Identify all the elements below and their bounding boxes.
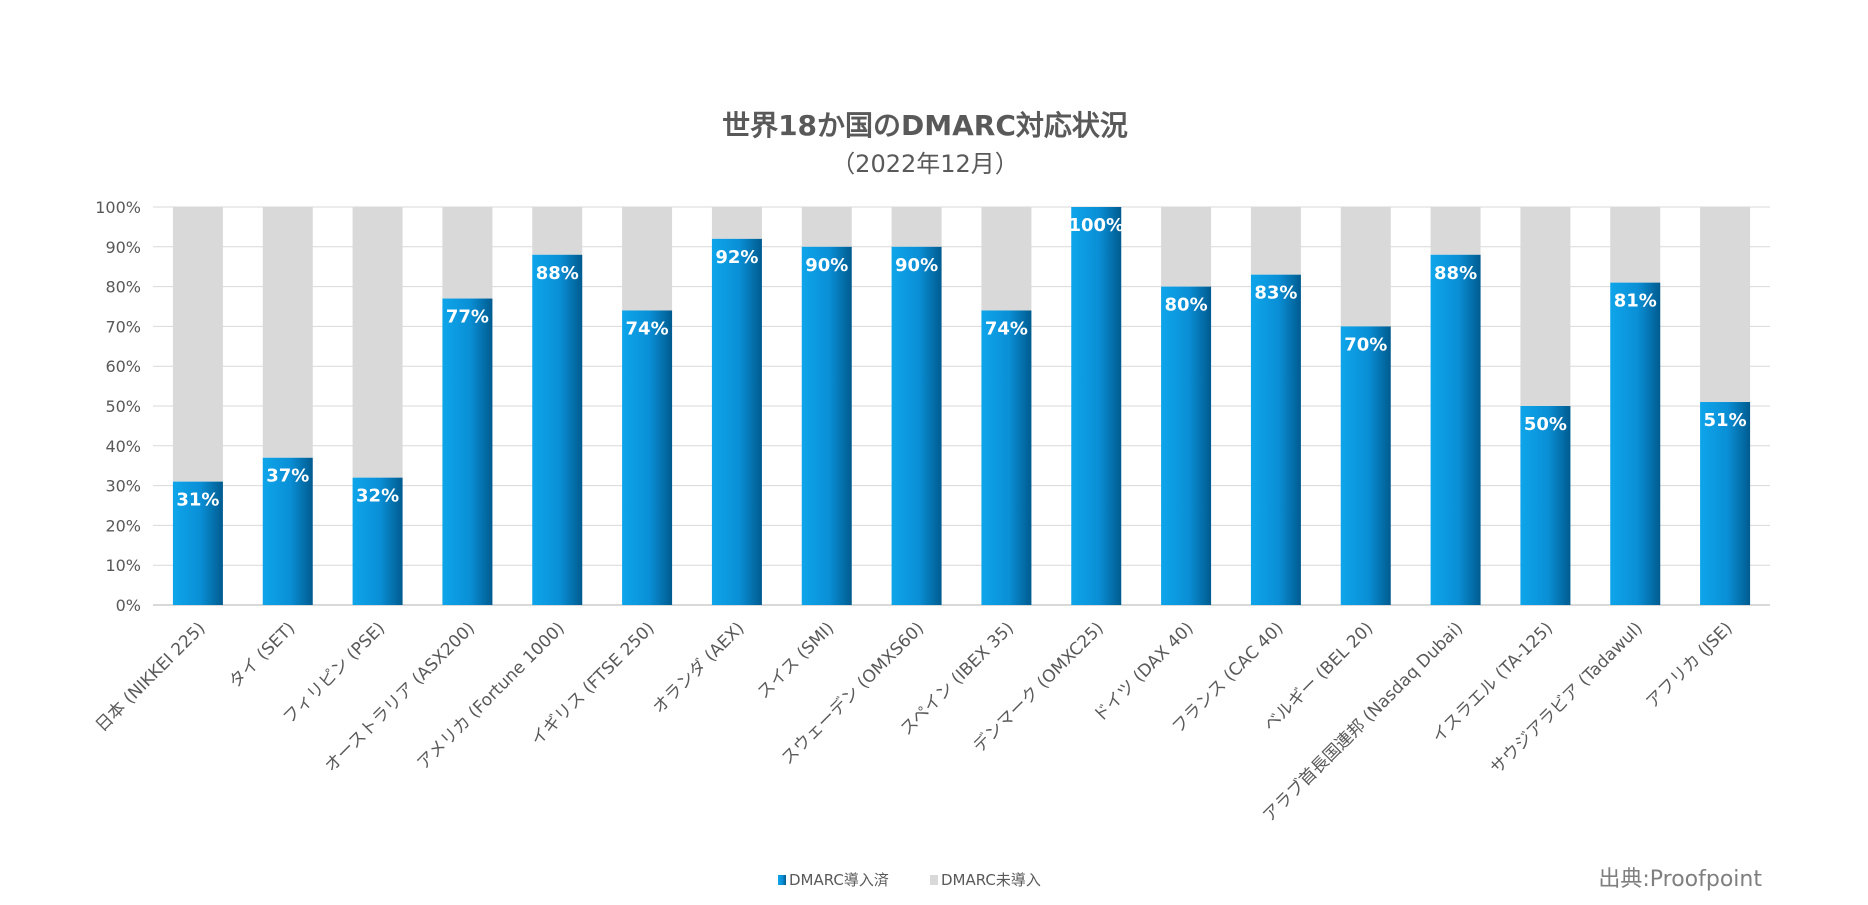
bar-not-implemented (1161, 207, 1212, 287)
y-tick-label: 10% (105, 556, 141, 575)
data-label: 90% (805, 255, 848, 276)
x-category-label: スウェーデン (OMXS60) (777, 618, 928, 769)
legend-swatch-implemented (778, 875, 786, 885)
bar-implemented (442, 298, 493, 605)
bar-implemented (1071, 207, 1122, 605)
data-label: 70% (1344, 334, 1387, 355)
y-tick-label: 0% (116, 596, 141, 615)
bar-not-implemented (1520, 207, 1571, 406)
y-tick-label: 90% (105, 238, 141, 257)
data-label: 32% (356, 486, 399, 507)
data-label: 50% (1524, 414, 1567, 435)
bar-not-implemented (1700, 207, 1751, 403)
data-label: 37% (266, 466, 309, 487)
bar-implemented (1700, 402, 1751, 605)
bar-not-implemented (532, 207, 583, 255)
bar-not-implemented (442, 207, 493, 299)
bar-not-implemented (981, 207, 1032, 311)
x-category-label: タイ (SET) (225, 618, 299, 692)
data-label: 80% (1165, 295, 1208, 316)
source-note: 出典:Proofpoint (1598, 867, 1762, 892)
bar-implemented (981, 310, 1032, 605)
bar-implemented (801, 246, 852, 606)
data-label: 83% (1254, 283, 1297, 304)
bar-not-implemented (262, 207, 313, 458)
legend-label-not-implemented: DMARC未導入 (941, 871, 1041, 889)
bar-not-implemented (801, 207, 852, 247)
data-label: 88% (1434, 263, 1477, 284)
bar-not-implemented (711, 207, 762, 239)
bar-not-implemented (891, 207, 942, 247)
data-label: 90% (895, 255, 938, 276)
y-tick-label: 80% (105, 278, 141, 297)
y-tick-label: 70% (105, 317, 141, 336)
bar-implemented (1250, 274, 1301, 605)
bar-implemented (622, 310, 673, 605)
bar-implemented (891, 246, 942, 606)
data-label: 88% (536, 263, 579, 284)
y-tick-label: 40% (105, 437, 141, 456)
y-tick-label: 50% (105, 397, 141, 416)
bar-implemented (1520, 406, 1571, 605)
bar-implemented (172, 481, 223, 605)
bar-implemented (711, 238, 762, 605)
legend-swatch-not-implemented (930, 875, 938, 885)
bar-implemented (262, 457, 313, 605)
y-tick-label: 60% (105, 357, 141, 376)
data-label: 31% (176, 490, 219, 511)
bar-not-implemented (622, 207, 673, 311)
x-category-label: アメリカ (Fortune 1000) (413, 618, 568, 773)
bar-not-implemented (1250, 207, 1301, 275)
legend-label-implemented: DMARC導入済 (789, 871, 889, 889)
bar-implemented (1161, 286, 1212, 605)
data-label: 81% (1614, 291, 1657, 312)
y-tick-label: 100% (95, 198, 141, 217)
bar-not-implemented (1610, 207, 1661, 283)
data-label: 92% (715, 247, 758, 268)
x-category-label: 日本 (NIKKEI 225) (92, 618, 210, 736)
bar-implemented (1340, 326, 1391, 605)
legend: DMARC導入済 DMARC未導入 (778, 871, 1041, 889)
data-label: 51% (1704, 410, 1747, 431)
bar-not-implemented (1430, 207, 1481, 255)
x-category-label: スイス (SMI) (754, 618, 839, 703)
bar-not-implemented (352, 207, 403, 478)
y-tick-label: 20% (105, 516, 141, 535)
bar-implemented (1610, 282, 1661, 605)
x-category-label: オーストラリア (ASX200) (321, 618, 479, 776)
data-label: 74% (985, 318, 1028, 339)
x-category-label: サウジアラビア (Tadawul) (1487, 618, 1647, 778)
x-category-label: アフリカ (JSE) (1642, 618, 1736, 712)
bar-implemented (1430, 254, 1481, 605)
data-label: 74% (626, 318, 669, 339)
x-category-label: オランダ (AEX) (649, 618, 748, 717)
y-tick-label: 30% (105, 477, 141, 496)
data-label: 100% (1068, 215, 1124, 236)
x-category-label: アラブ首長国連邦 (Nasdaq Dubai) (1259, 618, 1467, 826)
bar-implemented (532, 254, 583, 605)
bar-implemented (352, 477, 403, 605)
chart-subtitle: （2022年12月） (831, 150, 1019, 178)
bar-not-implemented (172, 207, 223, 482)
chart-title: 世界18か国のDMARC対応状況 (722, 109, 1128, 142)
bar-not-implemented (1340, 207, 1391, 327)
data-label: 77% (446, 307, 489, 328)
